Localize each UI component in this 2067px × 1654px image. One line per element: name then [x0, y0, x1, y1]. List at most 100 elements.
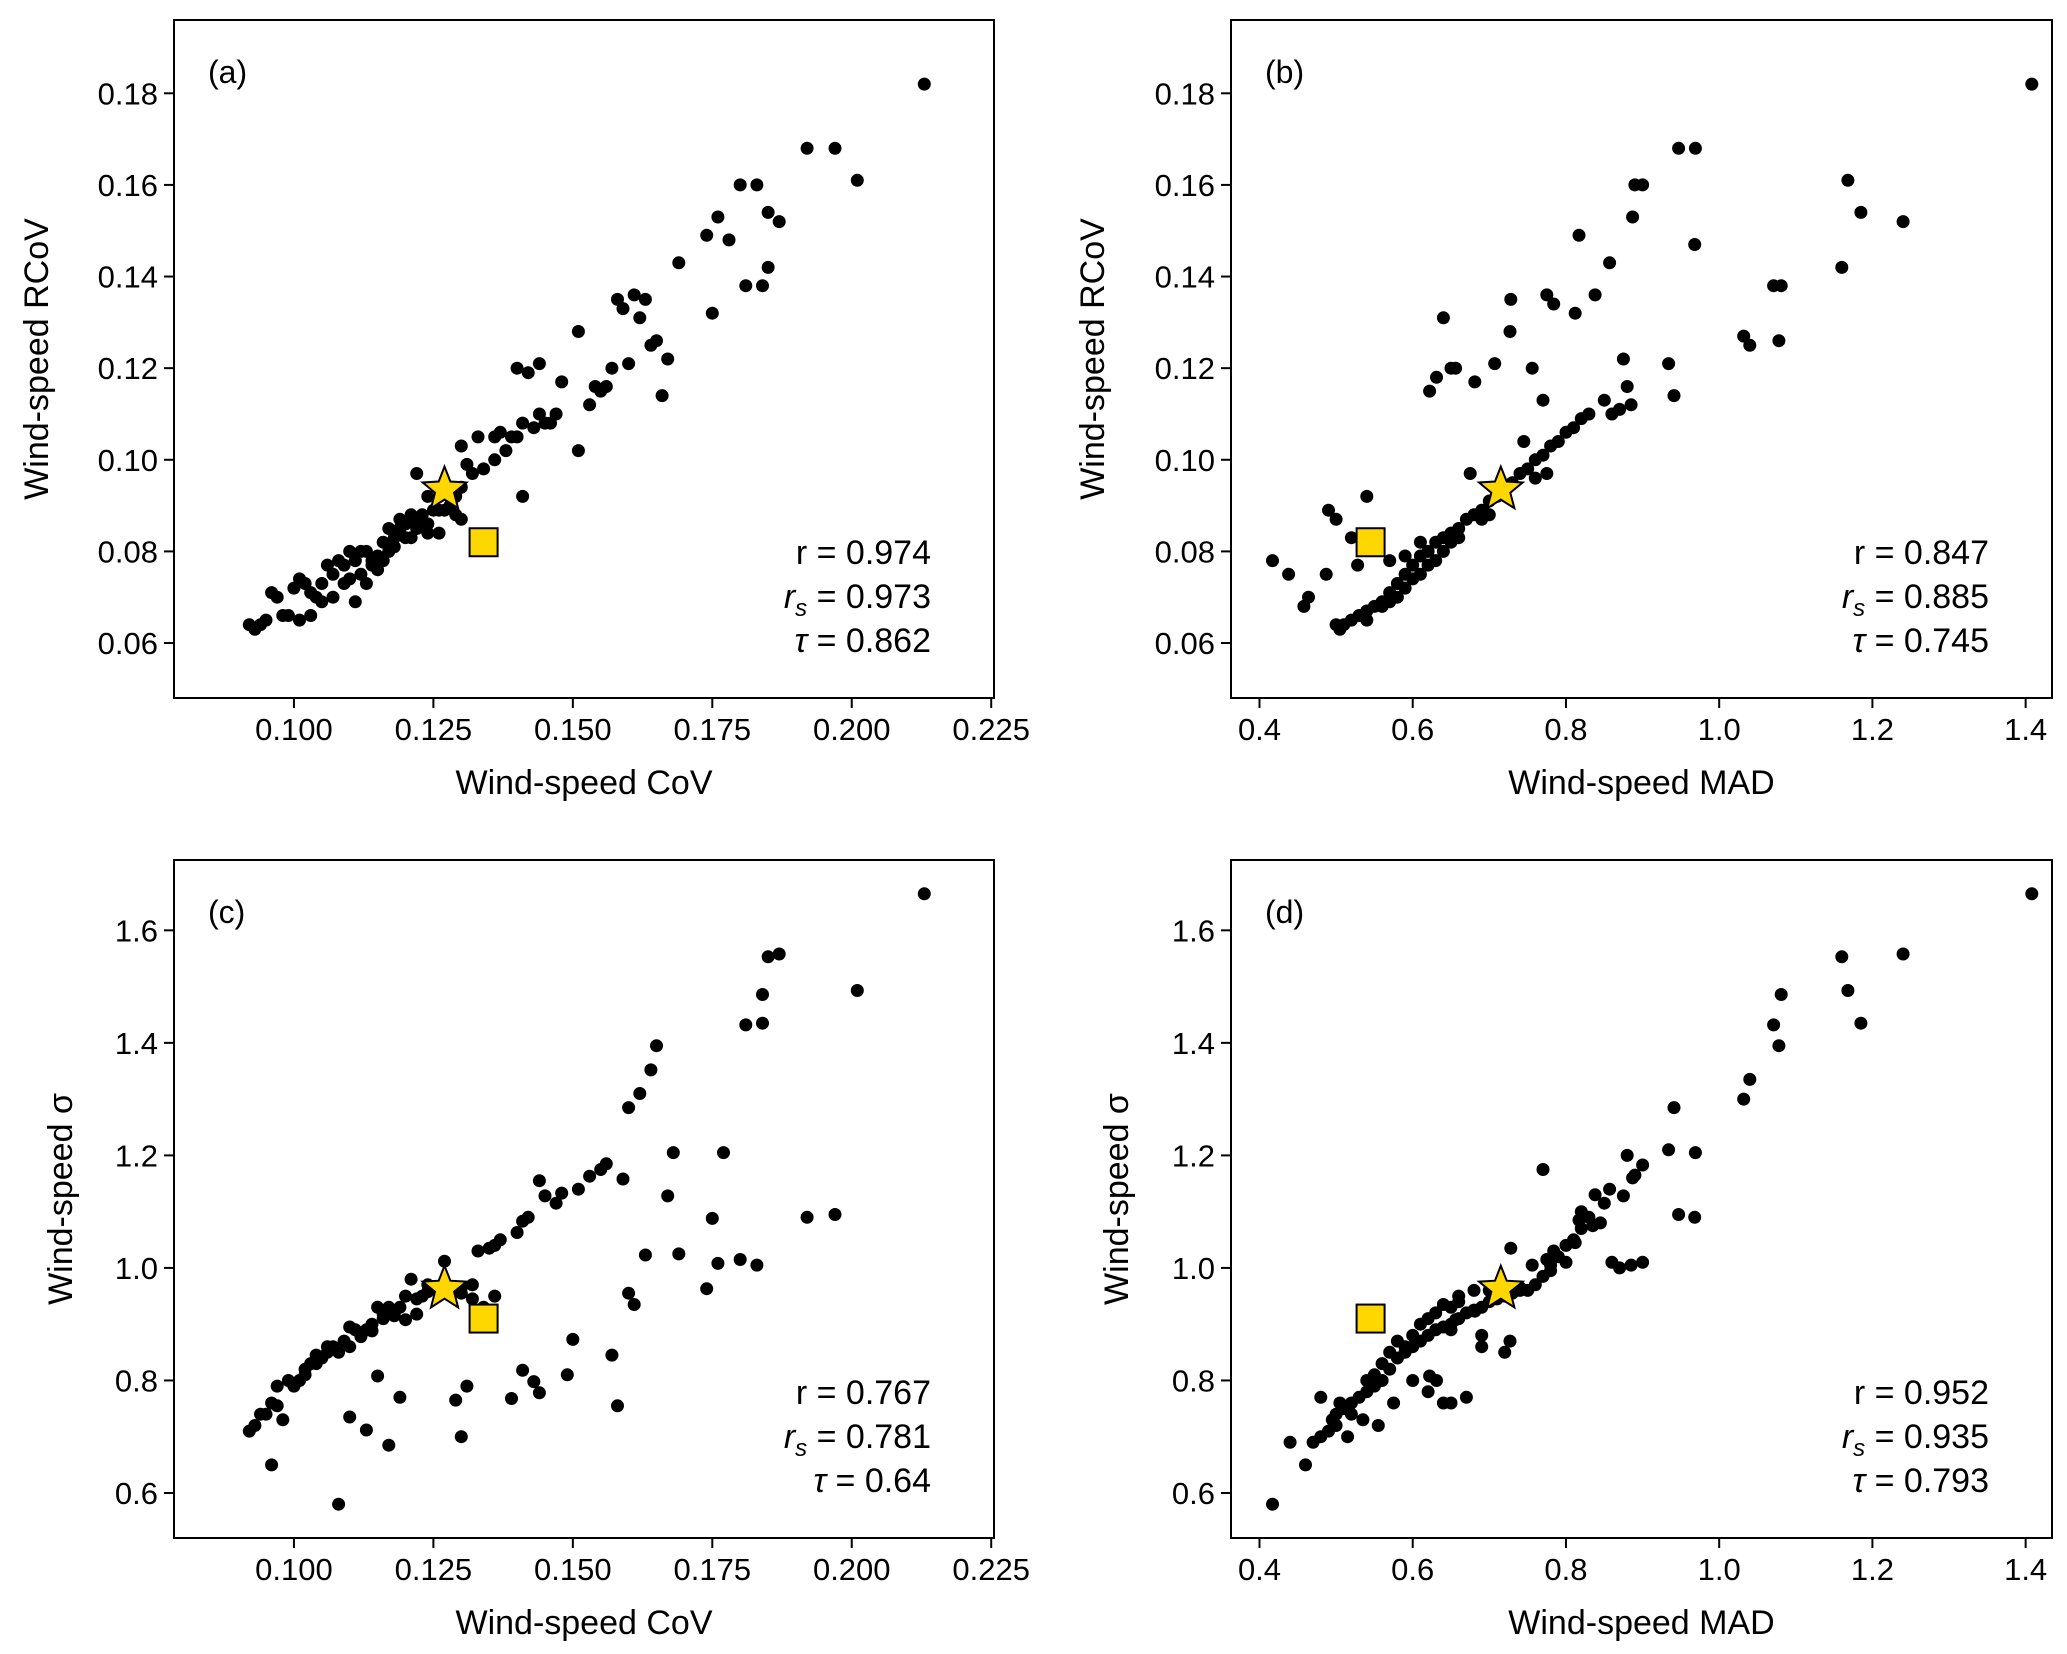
data-point: [1371, 1419, 1385, 1432]
data-point: [705, 1211, 719, 1225]
data-point: [281, 609, 295, 622]
square-marker: [468, 1303, 499, 1334]
data-point: [772, 947, 786, 961]
data-point: [382, 1438, 396, 1452]
y-tick-label: 0.08: [98, 534, 158, 569]
data-point: [828, 141, 842, 155]
data-point: [365, 1324, 379, 1338]
data-point: [555, 375, 569, 389]
data-point: [1540, 288, 1554, 302]
data-point: [521, 366, 535, 380]
data-point: [583, 398, 597, 412]
stat-kendall-symbol: τ: [1852, 1462, 1867, 1500]
axes-frame: [1230, 859, 2053, 1539]
data-point: [1475, 1328, 1489, 1342]
stat-spearman-symbol: r: [1842, 578, 1855, 616]
data-point: [1528, 453, 1542, 467]
data-point: [505, 430, 518, 444]
data-point: [421, 526, 435, 540]
data-point: [672, 256, 686, 270]
data-point: [622, 357, 636, 371]
square-marker: [468, 527, 499, 558]
data-point: [1737, 1092, 1751, 1106]
data-point: [332, 554, 346, 568]
data-point: [1344, 531, 1358, 545]
data-point: [571, 444, 585, 458]
stat-spearman-value: 0.973: [846, 578, 931, 616]
data-point: [1406, 1328, 1420, 1342]
data-point: [1772, 1039, 1786, 1053]
data-point: [399, 1289, 412, 1303]
data-point: [1547, 297, 1561, 311]
data-point: [705, 306, 719, 320]
x-tick-label: 1.4: [2004, 1552, 2047, 1587]
data-point: [588, 380, 602, 393]
data-point: [1517, 435, 1531, 448]
data-point: [1498, 1345, 1512, 1359]
stat-spearman-eq: =: [807, 1418, 846, 1456]
data-point: [1314, 1390, 1328, 1404]
x-axis-label: Wind-speed CoV: [455, 1604, 712, 1642]
data-point: [516, 1363, 530, 1377]
data-point: [772, 215, 786, 229]
data-point: [1375, 599, 1389, 613]
star-marker: [420, 463, 469, 511]
panel-label: (b): [1265, 54, 1304, 90]
data-point: [566, 1332, 580, 1346]
axes-frame: [173, 19, 995, 699]
x-axis-label: Wind-speed MAD: [1508, 1604, 1774, 1642]
y-tick-label: 1.2: [1172, 1138, 1215, 1173]
data-point: [1662, 357, 1676, 371]
data-point: [1406, 1374, 1420, 1387]
stat-kendall-value: 0.862: [846, 622, 931, 660]
data-point: [1266, 554, 1279, 568]
data-point: [265, 586, 279, 600]
data-point: [460, 457, 474, 471]
data-point: [1351, 558, 1365, 572]
data-point: [460, 1379, 474, 1393]
data-point: [465, 1278, 479, 1292]
data-point: [1536, 1163, 1550, 1176]
stat-kendall-value: 0.745: [1904, 622, 1989, 660]
data-point: [1436, 1298, 1450, 1311]
data-point: [1406, 572, 1420, 586]
data-point: [633, 1087, 647, 1100]
y-tick-label: 0.14: [1155, 260, 1215, 295]
data-point: [376, 554, 390, 568]
panel-b: 0.4 0.6 0.8 1.0 1.2 1.4 0.06 0.08 0.10 0.12 0.14 0.…: [1074, 19, 2053, 802]
square-marker: [1355, 527, 1386, 558]
data-point: [800, 141, 814, 155]
y-tick-label: 0.16: [98, 168, 158, 203]
data-point: [616, 1172, 630, 1186]
data-point: [421, 489, 435, 503]
data-point: [527, 421, 541, 435]
data-point: [1383, 1345, 1397, 1359]
data-point: [1586, 1219, 1600, 1233]
data-point: [438, 1254, 451, 1268]
data-point: [661, 352, 675, 366]
y-tick-label: 0.12: [98, 351, 158, 386]
data-point: [2025, 77, 2039, 91]
data-point: [1436, 311, 1450, 325]
data-point: [1398, 581, 1412, 595]
data-point: [454, 439, 468, 453]
stat-spearman-eq: =: [807, 578, 846, 616]
data-point: [1423, 384, 1437, 398]
data-point: [242, 618, 256, 632]
data-point: [1774, 988, 1788, 1001]
axes-frame: [173, 859, 995, 1539]
data-point: [1468, 375, 1482, 389]
data-point: [555, 1186, 569, 1200]
data-point: [1360, 489, 1374, 503]
data-point: [1688, 141, 1702, 155]
data-point: [622, 1101, 636, 1115]
data-point: [549, 1196, 563, 1210]
data-point: [761, 950, 775, 964]
stat-pearson-value: 0.974: [846, 534, 931, 572]
data-point: [382, 522, 396, 535]
data-point: [1528, 471, 1542, 485]
stat-pearson: r = 0.952: [1854, 1374, 1989, 1412]
stat-pearson-value: 0.847: [1904, 534, 1989, 572]
data-point: [477, 462, 491, 476]
x-tick-label: 0.125: [395, 1552, 473, 1587]
